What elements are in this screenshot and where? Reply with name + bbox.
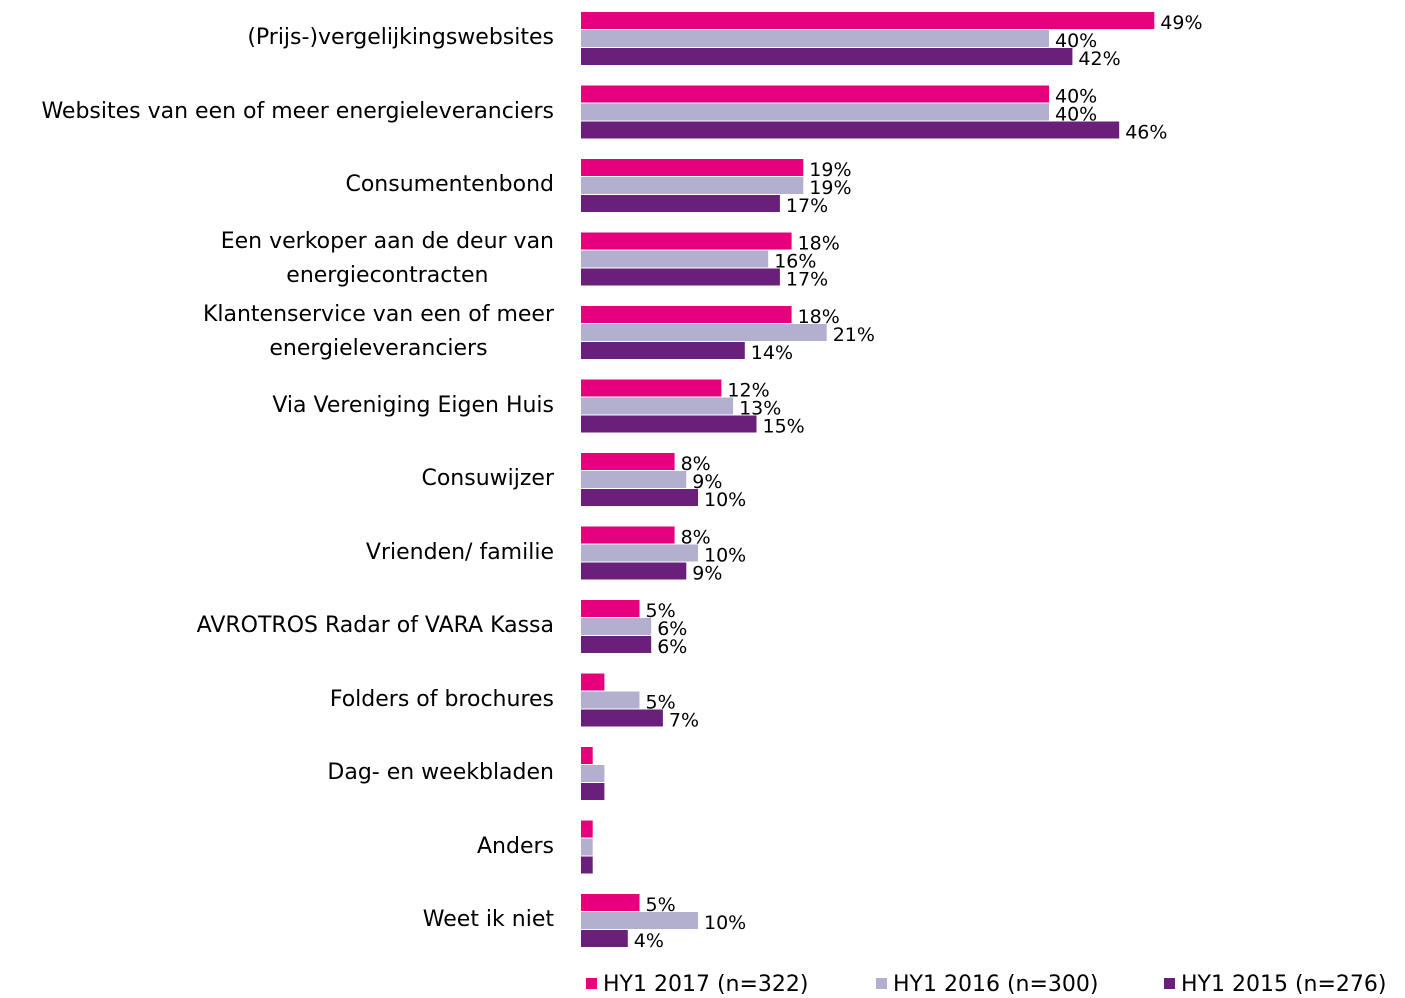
bar [581, 765, 605, 782]
bar [581, 159, 804, 176]
category-label: Een verkoper aan de deur van energiecont… [220, 228, 554, 288]
value-label: 42% [1078, 48, 1120, 70]
bar [581, 912, 698, 929]
value-label: 16% [774, 251, 816, 273]
value-label: 40% [1055, 104, 1097, 126]
category-label: Klantenservice van een of meer energiele… [202, 302, 554, 361]
bar [581, 544, 698, 562]
category-label: Dag- en weekbladen [327, 760, 554, 785]
bar [581, 673, 605, 691]
value-label: 10% [704, 912, 746, 934]
bar [581, 618, 652, 635]
bar [581, 195, 780, 212]
bar [581, 177, 804, 194]
bar [581, 471, 687, 488]
value-label: 18% [798, 233, 840, 255]
legend-marker [876, 978, 887, 989]
value-label: 14% [751, 342, 793, 364]
bar [581, 526, 675, 544]
value-label: 17% [786, 269, 828, 291]
bar [581, 379, 722, 397]
bar [581, 121, 1120, 139]
category-label: Via Vereniging Eigen Huis [272, 392, 554, 418]
legend-marker [1164, 978, 1175, 989]
value-label: 19% [809, 177, 851, 199]
bar [581, 30, 1049, 47]
value-label: 6% [657, 618, 687, 640]
category-label: Consuwijzer [421, 466, 554, 491]
value-label: 21% [833, 324, 875, 346]
bar [581, 930, 628, 947]
bar [581, 856, 593, 874]
bar [581, 562, 687, 580]
bar [581, 636, 652, 653]
category-label: Vrienden/ familie [365, 539, 554, 565]
bar [581, 691, 640, 709]
bar [581, 12, 1155, 29]
value-label: 18% [798, 306, 840, 328]
value-label: 17% [786, 195, 828, 217]
value-label: 49% [1160, 12, 1202, 34]
bar [581, 342, 745, 359]
legend-label: HY1 2015 (n=276) [1181, 972, 1387, 997]
legend-marker [586, 978, 597, 989]
category-label: Folders of brochures [329, 686, 554, 712]
value-label: 8% [681, 527, 711, 549]
value-label: 9% [692, 563, 722, 585]
category-label: Weet ik niet [422, 907, 554, 932]
value-label: 10% [704, 489, 746, 511]
value-label: 9% [692, 471, 722, 493]
bar [581, 820, 593, 838]
value-label: 5% [646, 600, 676, 622]
legend-label: HY1 2016 (n=300) [893, 972, 1099, 997]
bar [581, 232, 792, 250]
value-label: 5% [646, 894, 676, 916]
value-label: 12% [727, 380, 769, 402]
value-label: 15% [763, 416, 805, 438]
bar [581, 268, 780, 286]
bar [581, 894, 640, 911]
value-label: 19% [809, 159, 851, 181]
value-label: 13% [739, 398, 781, 420]
value-label: 8% [681, 453, 711, 475]
value-label: 7% [669, 710, 699, 732]
bar [581, 453, 675, 470]
value-label: 40% [1055, 30, 1097, 52]
bar [581, 600, 640, 617]
bar [581, 103, 1049, 121]
bar [581, 85, 1049, 103]
bar [581, 250, 769, 268]
category-label: (Prijs-)vergelijkingswebsites [247, 25, 554, 50]
value-label: 40% [1055, 86, 1097, 108]
bar [581, 783, 605, 800]
value-label: 10% [704, 545, 746, 567]
value-label: 46% [1125, 122, 1167, 144]
value-label: 5% [646, 692, 676, 714]
bar [581, 838, 593, 856]
category-label: Consumentenbond [345, 172, 554, 197]
bar [581, 747, 593, 764]
category-label: Websites van een of meer energieleveranc… [41, 98, 554, 124]
bar [581, 397, 734, 415]
bar [581, 415, 757, 433]
value-label: 4% [634, 930, 664, 952]
bar [581, 709, 663, 727]
category-label: Anders [477, 833, 554, 859]
bar [581, 48, 1073, 65]
bar [581, 324, 827, 341]
category-label: AVROTROS Radar of VARA Kassa [196, 613, 554, 638]
bar [581, 489, 698, 506]
legend-label: HY1 2017 (n=322) [603, 972, 809, 997]
value-label: 6% [657, 636, 687, 658]
bar [581, 306, 792, 323]
